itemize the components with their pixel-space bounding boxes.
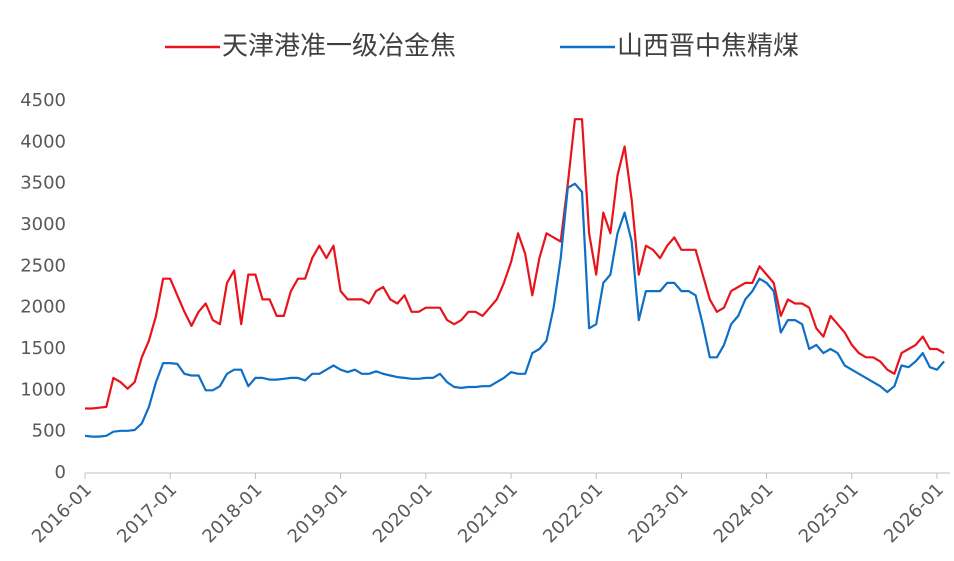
x-tick-label: 2025-01 xyxy=(795,479,863,547)
y-tick-label: 3500 xyxy=(20,173,66,194)
series-line xyxy=(84,182,945,438)
y-tick-label: 2500 xyxy=(20,255,66,276)
series-line xyxy=(85,118,945,410)
y-tick-label: 3000 xyxy=(20,214,66,235)
x-tick-label: 2026-01 xyxy=(880,479,948,547)
x-tick-label: 2024-01 xyxy=(710,479,778,547)
x-tick-label: 2018-01 xyxy=(198,479,266,547)
legend-label: 山西晋中焦精煤 xyxy=(617,32,799,62)
y-tick-label: 1000 xyxy=(20,379,66,400)
y-tick-label: 500 xyxy=(32,421,66,442)
y-tick-label: 4000 xyxy=(20,131,66,152)
x-tick-label: 2021-01 xyxy=(454,479,522,547)
y-tick-label: 2000 xyxy=(20,297,66,318)
legend: 天津港准一级冶金焦 山西晋中焦精煤 xyxy=(165,32,799,62)
y-tick-label: 1500 xyxy=(20,338,66,359)
x-tick-label: 2023-01 xyxy=(624,479,692,547)
x-tick-label: 2017-01 xyxy=(113,479,181,547)
x-tick-label: 2022-01 xyxy=(539,479,607,547)
y-tick-label: 0 xyxy=(55,462,66,483)
legend-label: 天津港准一级冶金焦 xyxy=(222,32,456,62)
x-tick-label: 2019-01 xyxy=(284,479,352,547)
y-tick-label: 4500 xyxy=(20,90,66,111)
x-tick-label: 2016-01 xyxy=(28,479,96,547)
x-tick-label: 2020-01 xyxy=(369,479,437,547)
